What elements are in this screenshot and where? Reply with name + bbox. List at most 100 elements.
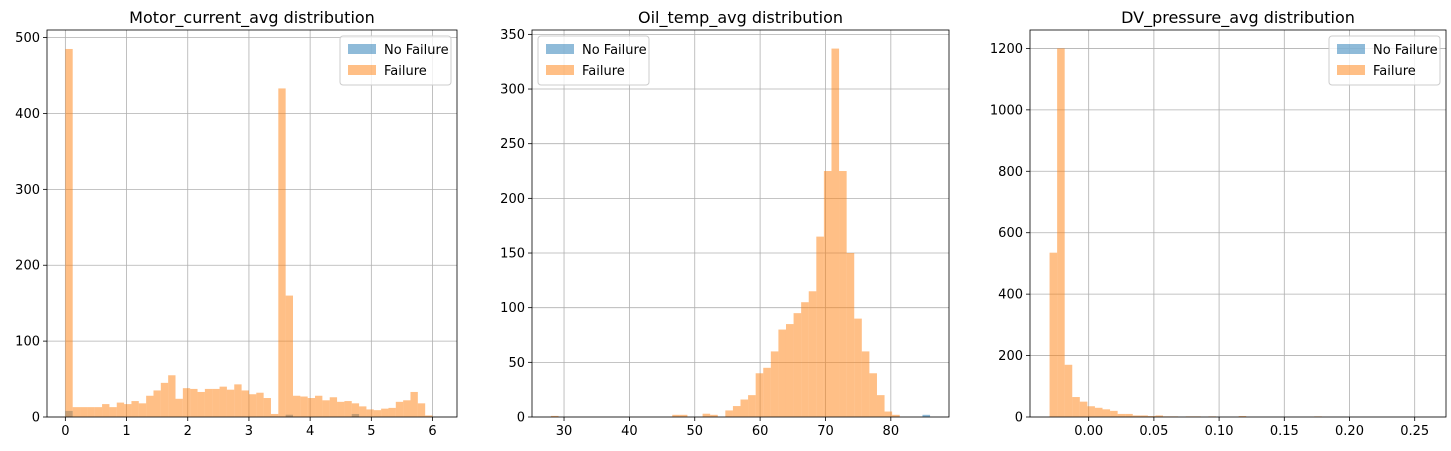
histogram-bar	[748, 395, 756, 417]
histogram-bar	[131, 401, 139, 417]
histogram-bar	[702, 413, 711, 417]
histogram-bar	[116, 402, 125, 417]
histogram-bar	[168, 375, 176, 417]
x-tick-label: 0.15	[1270, 424, 1299, 439]
histogram-bar	[388, 407, 396, 417]
x-tick-label: 0.00	[1074, 424, 1103, 439]
histogram-bar	[1102, 409, 1111, 417]
histogram-bar	[1132, 415, 1141, 417]
x-tick-label: 2	[184, 424, 192, 439]
histogram-bar	[410, 391, 418, 417]
histogram-bar	[270, 413, 279, 417]
y-tick-label: 150	[500, 247, 525, 262]
x-tick-label: 40	[621, 424, 638, 439]
y-tick-label: 0	[517, 411, 525, 426]
histogram-bar	[1049, 252, 1058, 417]
y-tick-label: 400	[998, 288, 1023, 303]
axes-frame	[531, 29, 950, 418]
histogram-bar	[1087, 406, 1095, 417]
histogram-bar	[672, 414, 680, 417]
histogram-bar	[1079, 401, 1088, 417]
histogram-bars	[65, 48, 433, 418]
histogram-bar	[823, 171, 832, 417]
histogram-bar	[869, 373, 877, 417]
y-tick-label: 100	[15, 335, 40, 350]
histogram-bar	[1147, 416, 1156, 417]
y-tick-label: 200	[500, 192, 525, 207]
histogram-bar	[1140, 415, 1148, 417]
histogram-bar	[710, 414, 718, 417]
subplot-3: DV_pressure_avg distribution 0.00 0.05 0.10…	[990, 8, 1447, 439]
histogram-bar	[839, 171, 847, 417]
histogram-bar	[175, 398, 183, 417]
histogram-bar	[190, 388, 198, 417]
histogram-bar	[160, 382, 169, 417]
histogram-bar	[755, 373, 764, 417]
histogram-bar	[351, 403, 360, 417]
histogram-bar	[329, 397, 338, 417]
histogram-bar	[204, 388, 213, 417]
histogram-bar	[1125, 413, 1133, 417]
y-tick-label: 0	[1015, 411, 1023, 426]
x-tick-label: 0.10	[1205, 424, 1234, 439]
y-tick-label: 1000	[990, 103, 1023, 118]
chart-title: Motor_current_avg distribution	[129, 8, 375, 28]
histogram-bar	[1117, 413, 1126, 417]
y-tick-label: 800	[998, 165, 1023, 180]
histogram-bar	[892, 414, 900, 417]
histogram-bar	[922, 414, 931, 417]
x-tick-label: 80	[883, 424, 900, 439]
x-tick-label: 30	[556, 424, 573, 439]
histogram-bar	[124, 404, 132, 417]
x-tick-label: 60	[752, 424, 769, 439]
y-tick-label: 200	[15, 259, 40, 274]
histogram-bar	[146, 395, 154, 417]
histogram-bar	[256, 392, 264, 417]
histogram-bar	[80, 407, 88, 417]
grid	[47, 30, 457, 418]
legend-label: No Failure	[1373, 43, 1438, 58]
y-tick-label: 600	[998, 226, 1023, 241]
histogram-bar	[679, 414, 688, 417]
histogram-bar	[197, 391, 205, 417]
histogram-bar	[846, 253, 855, 417]
histogram-bar	[725, 410, 733, 417]
x-tick-label: 50	[686, 424, 703, 439]
x-tick-label: 0	[61, 424, 69, 439]
histogram-bar	[219, 386, 227, 417]
axes-frame	[46, 29, 458, 418]
histogram-bar	[138, 403, 147, 417]
chart-title: DV_pressure_avg distribution	[1121, 8, 1355, 28]
legend-swatch	[1337, 44, 1365, 54]
legend-swatch	[546, 44, 574, 54]
histogram-bar	[293, 395, 301, 417]
histogram-bar	[793, 313, 802, 417]
histogram-bar	[263, 398, 271, 417]
histogram-bar	[884, 411, 893, 417]
histogram-bar	[785, 324, 794, 417]
legend-label: No Failure	[582, 43, 647, 58]
x-tick-label: 70	[817, 424, 834, 439]
histogram-bar	[816, 236, 824, 417]
histogram-bar	[1064, 364, 1073, 417]
histogram-bar	[801, 302, 809, 417]
histogram-bar	[425, 415, 433, 417]
histogram-bar	[1094, 407, 1103, 417]
histogram-bar	[373, 410, 382, 417]
histogram-bar	[417, 403, 426, 417]
legend-label: Failure	[1373, 64, 1416, 79]
subplot-1: Motor_current_avg distribution 0 1 2 3 4 5 6 0 10…	[15, 8, 458, 439]
histogram-bars	[550, 48, 931, 417]
y-tick-label: 100	[500, 301, 525, 316]
histogram-bar	[770, 351, 779, 417]
histogram-bar	[854, 318, 862, 417]
legend-swatch	[348, 44, 376, 54]
legend-label: Failure	[384, 64, 427, 79]
histogram-bar	[740, 399, 749, 417]
histogram-bar	[226, 389, 235, 417]
histogram-bars	[1049, 48, 1322, 418]
histogram-bar	[285, 295, 293, 417]
histogram-bar	[359, 406, 367, 417]
legend-label: No Failure	[384, 43, 449, 58]
histogram-bar	[182, 388, 191, 417]
